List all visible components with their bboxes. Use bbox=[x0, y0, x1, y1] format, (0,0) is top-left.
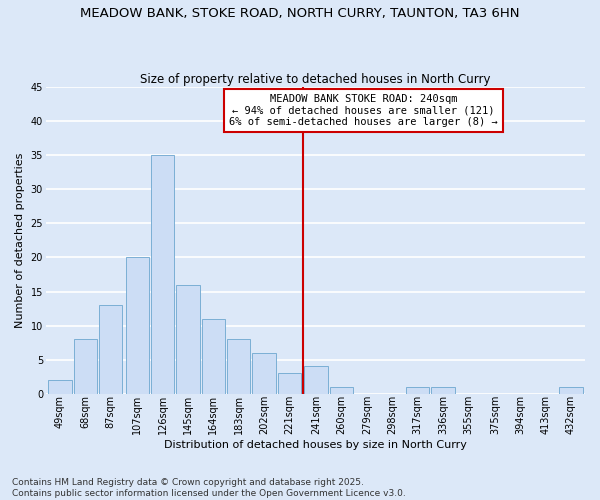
Bar bbox=[431, 387, 455, 394]
Bar bbox=[253, 353, 275, 394]
Title: Size of property relative to detached houses in North Curry: Size of property relative to detached ho… bbox=[140, 73, 491, 86]
Bar bbox=[227, 339, 250, 394]
Bar bbox=[278, 373, 301, 394]
Bar bbox=[176, 284, 200, 394]
Bar bbox=[74, 339, 97, 394]
Bar bbox=[48, 380, 71, 394]
Bar bbox=[151, 156, 174, 394]
Bar bbox=[406, 387, 429, 394]
X-axis label: Distribution of detached houses by size in North Curry: Distribution of detached houses by size … bbox=[164, 440, 467, 450]
Bar bbox=[99, 305, 122, 394]
Bar bbox=[559, 387, 583, 394]
Bar bbox=[202, 319, 225, 394]
Text: MEADOW BANK, STOKE ROAD, NORTH CURRY, TAUNTON, TA3 6HN: MEADOW BANK, STOKE ROAD, NORTH CURRY, TA… bbox=[80, 8, 520, 20]
Y-axis label: Number of detached properties: Number of detached properties bbox=[15, 152, 25, 328]
Text: MEADOW BANK STOKE ROAD: 240sqm
← 94% of detached houses are smaller (121)
6% of : MEADOW BANK STOKE ROAD: 240sqm ← 94% of … bbox=[229, 94, 498, 127]
Bar bbox=[304, 366, 328, 394]
Text: Contains HM Land Registry data © Crown copyright and database right 2025.
Contai: Contains HM Land Registry data © Crown c… bbox=[12, 478, 406, 498]
Bar bbox=[330, 387, 353, 394]
Bar bbox=[125, 258, 149, 394]
